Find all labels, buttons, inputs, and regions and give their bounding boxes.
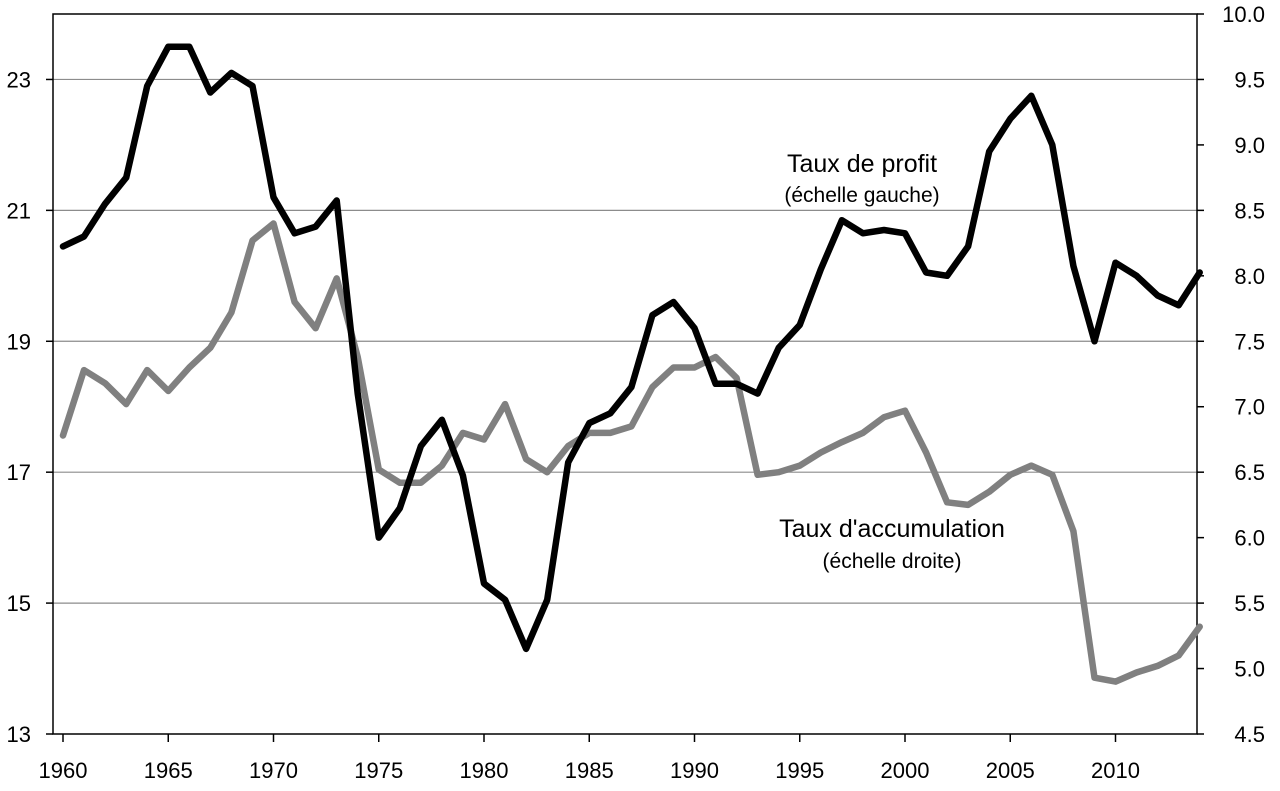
- series-sublabel-profit: (échelle gauche): [784, 184, 939, 207]
- y-right-tick-label: 5.5: [1234, 591, 1265, 616]
- y-right-tick-label: 7.0: [1234, 395, 1265, 420]
- x-tick-label: 1970: [249, 758, 298, 783]
- series-sublabel-accumulation: (échelle droite): [823, 550, 962, 573]
- x-tick-label: 2005: [986, 758, 1035, 783]
- x-tick-label: 1975: [354, 758, 403, 783]
- y-right-tick-label: 8.0: [1234, 264, 1265, 289]
- y-right-tick-label: 7.5: [1234, 329, 1265, 354]
- y-left-tick-label: 15: [7, 591, 31, 616]
- x-tick-label: 1985: [565, 758, 614, 783]
- y-right-tick-label: 10.0: [1222, 2, 1265, 27]
- y-left-tick-label: 23: [7, 67, 31, 92]
- y-right-tick-label: 9.0: [1234, 133, 1265, 158]
- y-left-tick-label: 13: [7, 722, 31, 747]
- y-right-tick-label: 9.5: [1234, 67, 1265, 92]
- x-tick-label: 1980: [460, 758, 509, 783]
- plot-frame: [52, 13, 1198, 735]
- x-tick-label: 1995: [775, 758, 824, 783]
- x-tick-label: 2000: [881, 758, 930, 783]
- y-right-tick-label: 6.0: [1234, 526, 1265, 551]
- y-left-tick-label: 19: [7, 329, 31, 354]
- y-right-tick-label: 4.5: [1234, 722, 1265, 747]
- series-label-accumulation: Taux d'accumulation: [779, 515, 1005, 543]
- y-left-tick-label: 21: [7, 198, 31, 223]
- x-tick-label: 1965: [144, 758, 193, 783]
- y-left-tick-label: 17: [7, 460, 31, 485]
- x-axis: 1960 1965 1970 1975 1980 1985 1990 1995 2000 2005…: [39, 734, 1140, 783]
- y-axis-left: 13 15 17 19 21 23: [7, 67, 53, 747]
- y-right-tick-label: 8.5: [1234, 198, 1265, 223]
- y-right-tick-label: 5.0: [1234, 657, 1265, 682]
- y-right-tick-label: 6.5: [1234, 460, 1265, 485]
- x-tick-label: 1990: [670, 758, 719, 783]
- series-lines: [59, 43, 1203, 685]
- series-line-profit: [59, 43, 1203, 653]
- x-tick-label: 1960: [39, 758, 88, 783]
- x-tick-label: 2010: [1091, 758, 1140, 783]
- y-axis-right: 4.5 5.0 5.5 6.0 6.5 7.0 7.5 8.0 8.5 9.0 9.5 10.0: [1197, 2, 1265, 747]
- series-label-profit: Taux de profit: [787, 150, 937, 178]
- series-line-accumulation: [59, 220, 1203, 685]
